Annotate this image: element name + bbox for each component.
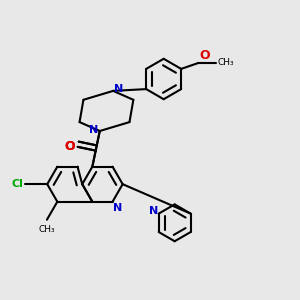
Text: Cl: Cl (11, 179, 23, 189)
Text: O: O (64, 140, 75, 153)
Text: N: N (149, 206, 159, 216)
Text: N: N (88, 124, 98, 134)
Text: N: N (115, 84, 124, 94)
Text: O: O (199, 50, 210, 62)
Text: O: O (64, 140, 75, 153)
Text: CH₃: CH₃ (217, 58, 234, 68)
Text: N: N (113, 203, 122, 213)
Text: CH₃: CH₃ (39, 225, 55, 234)
